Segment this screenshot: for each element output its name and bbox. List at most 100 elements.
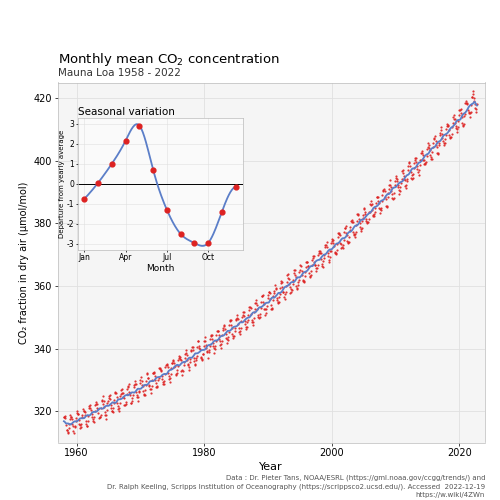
Point [408, 170, 416, 178]
Point [87, 406, 95, 413]
Point [302, 268, 310, 276]
Point [78, 411, 86, 419]
Point [401, 182, 409, 190]
Point [230, 334, 237, 342]
Point [419, 152, 427, 160]
Point [333, 240, 341, 248]
Point [283, 271, 291, 279]
Point [76, 421, 84, 429]
Point [208, 332, 216, 340]
Point [242, 325, 250, 333]
Point [389, 194, 397, 202]
Point [216, 341, 224, 349]
Point [358, 224, 366, 232]
Point [194, 343, 202, 351]
Point [228, 330, 236, 338]
Point [64, 429, 72, 437]
Point [90, 414, 98, 422]
Point [230, 332, 238, 340]
Point [350, 230, 358, 238]
Point [270, 290, 278, 298]
Point [90, 408, 98, 416]
Point [200, 337, 208, 345]
Point [96, 413, 104, 421]
Point [306, 272, 314, 280]
Point [88, 410, 96, 418]
Point [451, 119, 459, 127]
Point [464, 106, 472, 114]
Point [432, 136, 440, 144]
Point [320, 257, 328, 265]
Point [231, 324, 239, 332]
Point [423, 145, 431, 153]
Point [154, 382, 162, 390]
Point [243, 323, 251, 331]
Point [202, 333, 209, 341]
Point [236, 328, 244, 336]
Point [123, 386, 131, 394]
Point [344, 238, 352, 246]
Point [206, 332, 214, 340]
Point [390, 194, 398, 202]
Point [434, 149, 442, 157]
Text: Mauna Loa 1958 - 2022: Mauna Loa 1958 - 2022 [58, 68, 180, 78]
Point [97, 404, 105, 412]
Point [374, 196, 382, 204]
Point [406, 158, 413, 166]
Point [424, 144, 432, 152]
Point [256, 304, 264, 312]
Point [228, 321, 235, 329]
Point [377, 206, 385, 214]
Point [119, 389, 127, 397]
Point [266, 302, 274, 310]
Point [84, 412, 92, 420]
Point [85, 404, 93, 412]
Point [224, 328, 232, 336]
Point [171, 362, 179, 370]
Point [202, 344, 210, 352]
Point [272, 294, 280, 302]
Point [348, 218, 356, 226]
Point [457, 110, 465, 118]
Point [400, 172, 407, 180]
Point [180, 361, 188, 369]
Point [363, 220, 371, 228]
Point [274, 298, 282, 306]
Point [70, 423, 78, 431]
Point [299, 278, 307, 285]
Point [94, 405, 102, 413]
Text: Monthly mean CO$_2$ concentration: Monthly mean CO$_2$ concentration [58, 50, 280, 68]
Point [346, 233, 354, 241]
Point [204, 348, 212, 356]
Point [194, 338, 202, 345]
Point [459, 122, 467, 130]
Point [390, 188, 398, 196]
Point [238, 316, 246, 324]
Point [118, 385, 126, 393]
Point [278, 284, 286, 292]
Point [361, 208, 369, 216]
Point [326, 247, 334, 255]
Point [60, 413, 68, 421]
Point [205, 346, 213, 354]
Point [350, 232, 358, 240]
Point [464, 109, 472, 117]
Point [397, 179, 405, 187]
Point [156, 366, 164, 374]
Point [421, 160, 429, 168]
Point [468, 93, 476, 101]
Point [125, 380, 133, 388]
Point [414, 165, 422, 173]
Point [450, 114, 458, 122]
Point [134, 397, 142, 405]
Point [96, 411, 104, 419]
Point [443, 122, 451, 130]
Point [139, 387, 147, 395]
Point [104, 398, 112, 406]
Point [73, 406, 81, 414]
Point [230, 327, 238, 335]
Point [284, 270, 292, 278]
Point [114, 406, 122, 414]
Point [352, 222, 360, 230]
Point [148, 370, 156, 378]
